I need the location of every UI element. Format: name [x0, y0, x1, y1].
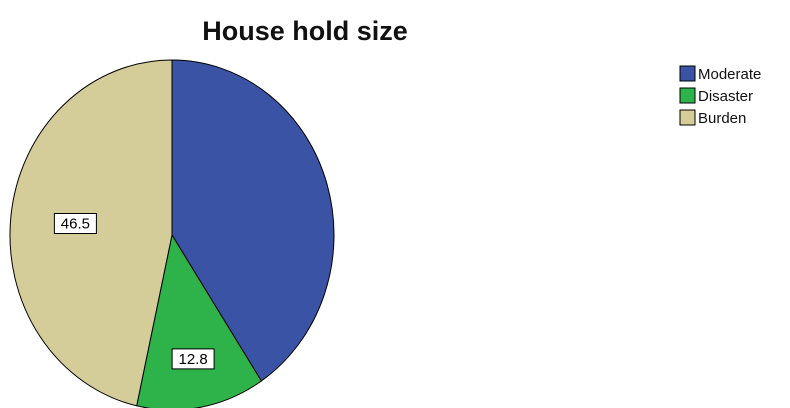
- data-label-box: [53, 213, 97, 234]
- pie-data-labels: 12.8 46.5: [53, 213, 215, 370]
- legend-item-disaster: Disaster: [679, 87, 753, 105]
- legend-swatch: [679, 109, 696, 126]
- legend-swatch: [679, 65, 696, 82]
- data-label-text: 12.8: [178, 351, 207, 368]
- data-label-box: [171, 348, 215, 370]
- legend-item-burden: Burden: [679, 109, 746, 127]
- legend-item-moderate: Moderate: [679, 65, 761, 83]
- legend-label: Disaster: [698, 88, 753, 105]
- data-label-text: 46.5: [61, 216, 90, 233]
- legend-label: Burden: [698, 110, 746, 127]
- pie-slice-disaster: [136, 233, 263, 408]
- legend-label: Moderate: [698, 66, 761, 83]
- data-label-burden: 46.5: [53, 213, 97, 234]
- chart-legend: Moderate Disaster Burden: [679, 65, 761, 127]
- data-label-disaster: 12.8: [171, 348, 215, 370]
- legend-swatch: [679, 87, 696, 104]
- chart-title: House hold size: [202, 16, 408, 46]
